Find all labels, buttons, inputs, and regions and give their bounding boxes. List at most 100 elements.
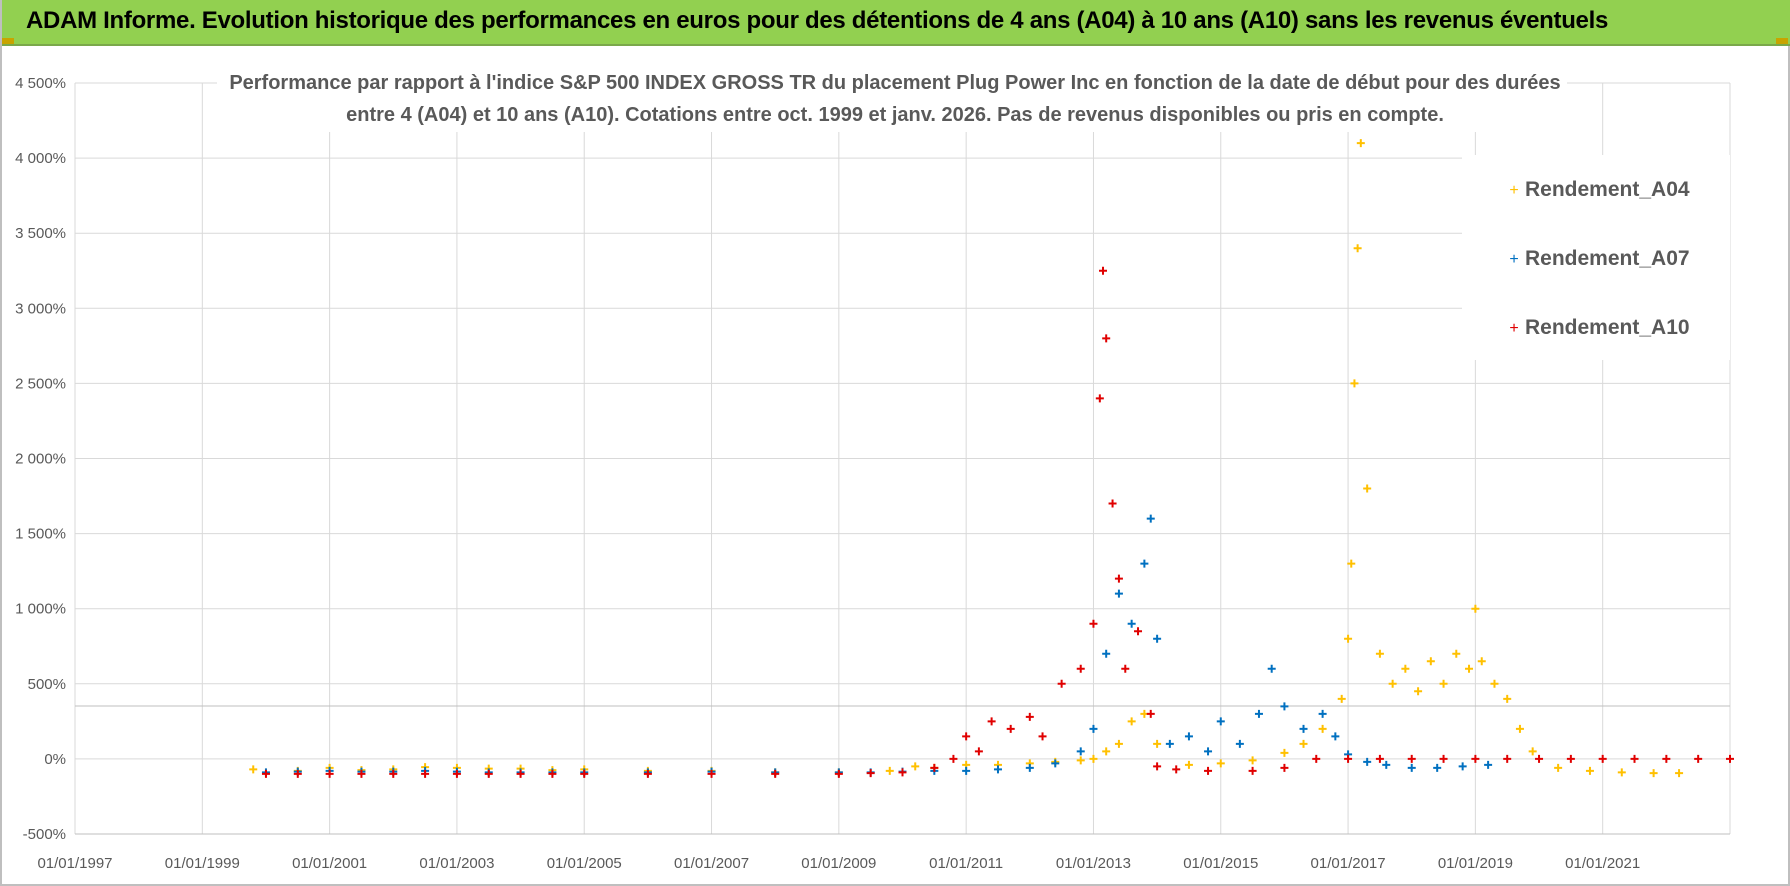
x-tick-label: 01/01/2013	[1056, 855, 1131, 872]
y-tick-label: 2 500%	[15, 375, 66, 392]
point-rendement-a10	[516, 769, 525, 778]
point-rendement-a04	[1452, 649, 1461, 658]
point-rendement-a04	[1649, 769, 1658, 778]
point-rendement-a10	[1204, 766, 1213, 775]
point-rendement-a07	[1127, 619, 1136, 628]
point-rendement-a07	[1140, 559, 1149, 568]
point-rendement-a04	[1554, 763, 1563, 772]
y-tick-label: 3 000%	[15, 300, 66, 317]
point-rendement-a04	[911, 762, 920, 771]
corner-marker-left	[2, 38, 14, 44]
point-rendement-a10	[866, 769, 875, 778]
point-rendement-a04	[1076, 756, 1085, 765]
point-rendement-a07	[1184, 732, 1193, 741]
point-rendement-a10	[1439, 754, 1448, 763]
point-rendement-a04	[1114, 739, 1123, 748]
point-rendement-a04	[1414, 687, 1423, 696]
legend-label-a04: Rendement_A04	[1525, 178, 1690, 201]
point-rendement-a04	[1375, 649, 1384, 658]
point-rendement-a10	[1172, 765, 1181, 774]
point-rendement-a04	[1617, 768, 1626, 777]
x-tick-label: 01/01/2005	[547, 855, 622, 872]
point-rendement-a07	[1382, 760, 1391, 769]
point-rendement-a04	[1388, 679, 1397, 688]
point-rendement-a07	[1280, 702, 1289, 711]
point-rendement-a10	[1312, 754, 1321, 763]
y-tick-label: 4 000%	[15, 150, 66, 167]
point-rendement-a04	[1477, 657, 1486, 666]
point-rendement-a10	[974, 747, 983, 756]
point-rendement-a10	[1108, 499, 1117, 508]
point-rendement-a04	[1248, 756, 1257, 765]
point-rendement-a07	[1102, 649, 1111, 658]
point-rendement-a04	[249, 765, 258, 774]
point-rendement-a10	[1598, 754, 1607, 763]
point-rendement-a10	[1344, 754, 1353, 763]
point-rendement-a10	[1025, 712, 1034, 721]
x-tick-label: 01/01/2015	[1183, 855, 1258, 872]
point-rendement-a07	[1433, 763, 1442, 772]
x-tick-label: 01/01/2009	[801, 855, 876, 872]
y-axis-tick-labels: -500% 0% 500% 1 000% 1 500% 2 000% 2 500% 3 000…	[15, 75, 66, 843]
point-rendement-a04	[1280, 748, 1289, 757]
series-Rendement_A04	[249, 139, 1684, 778]
point-rendement-a10	[325, 769, 334, 778]
x-tick-label: 01/01/2021	[1565, 855, 1640, 872]
legend-label-a07: Rendement_A07	[1525, 247, 1690, 270]
point-rendement-a07	[1318, 709, 1327, 718]
point-rendement-a04	[1337, 694, 1346, 703]
point-rendement-a07	[1076, 747, 1085, 756]
point-rendement-a10	[1471, 754, 1480, 763]
point-rendement-a07	[962, 766, 971, 775]
point-rendement-a07	[1114, 589, 1123, 598]
point-rendement-a10	[484, 769, 493, 778]
y-tick-label: 3 500%	[15, 225, 66, 242]
point-rendement-a04	[1356, 139, 1365, 148]
legend-marker-a04: +	[1509, 182, 1518, 199]
point-rendement-a04	[1528, 747, 1537, 756]
point-rendement-a04	[1153, 739, 1162, 748]
point-rendement-a10	[1099, 266, 1108, 275]
point-rendement-a04	[1089, 754, 1098, 763]
point-rendement-a10	[949, 754, 958, 763]
point-rendement-a04	[1127, 717, 1136, 726]
y-tick-label: -500%	[23, 826, 66, 843]
series-Rendement_A10	[261, 266, 1734, 778]
y-tick-label: 500%	[28, 676, 66, 693]
point-rendement-a10	[293, 769, 302, 778]
y-tick-label: 0%	[44, 751, 66, 768]
x-tick-label: 01/01/2001	[292, 855, 367, 872]
point-rendement-a04	[885, 766, 894, 775]
chart-subtitle-line2: entre 4 (A04) et 10 ans (A10). Cotations…	[346, 104, 1444, 126]
point-rendement-a10	[898, 768, 907, 777]
point-rendement-a10	[389, 769, 398, 778]
point-rendement-a04	[1344, 634, 1353, 643]
point-rendement-a10	[1121, 664, 1130, 673]
legend-label-a10: Rendement_A10	[1525, 316, 1690, 339]
x-tick-label: 01/01/2017	[1311, 855, 1386, 872]
point-rendement-a10	[1057, 679, 1066, 688]
point-rendement-a10	[1153, 762, 1162, 771]
series-Rendement_A07	[261, 514, 1493, 777]
point-rendement-a10	[1375, 754, 1384, 763]
x-axis-tick-labels: 01/01/1997 01/01/1999 01/01/2001 01/01/2003…	[37, 855, 1640, 872]
point-rendement-a04	[1350, 379, 1359, 388]
x-tick-label: 01/01/2007	[674, 855, 749, 872]
point-rendement-a10	[1694, 754, 1703, 763]
point-rendement-a10	[643, 769, 652, 778]
point-rendement-a04	[1490, 679, 1499, 688]
point-rendement-a10	[548, 769, 557, 778]
point-rendement-a04	[1515, 724, 1524, 733]
point-rendement-a10	[987, 717, 996, 726]
point-rendement-a10	[1280, 763, 1289, 772]
point-rendement-a04	[1216, 759, 1225, 768]
point-rendement-a10	[1248, 766, 1257, 775]
point-rendement-a10	[1503, 754, 1512, 763]
point-rendement-a04	[1353, 244, 1362, 253]
corner-marker-right	[1776, 38, 1788, 44]
point-rendement-a10	[1102, 334, 1111, 343]
point-rendement-a10	[1006, 724, 1015, 733]
y-tick-label: 1 500%	[15, 526, 66, 543]
